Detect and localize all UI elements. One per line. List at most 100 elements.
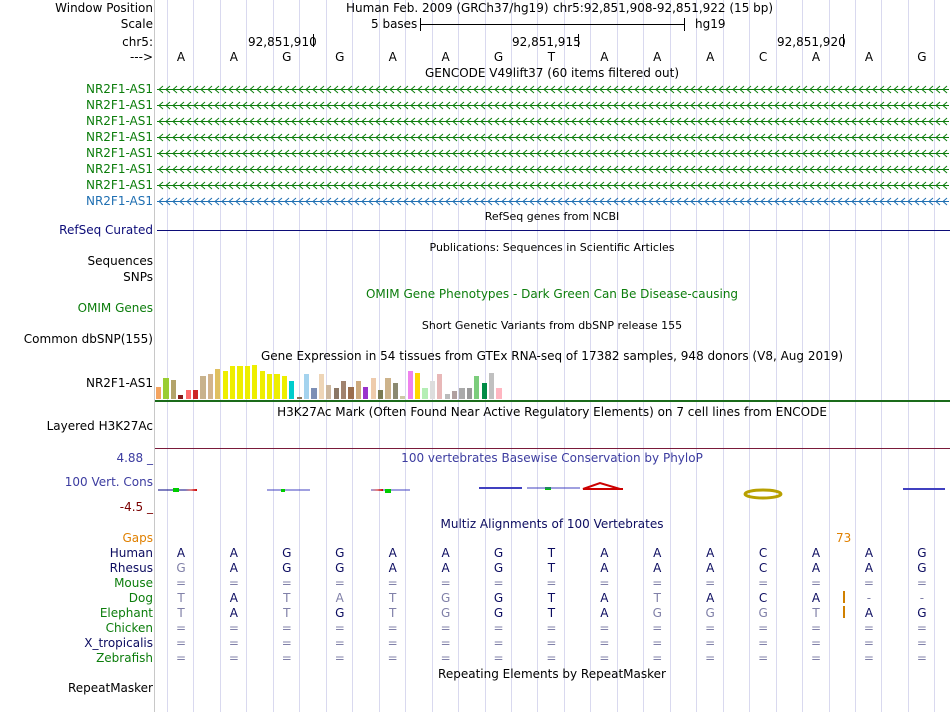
gtex-tissue-bar[interactable] <box>489 373 495 399</box>
gencode-transcript[interactable] <box>157 101 949 110</box>
omim-track-title[interactable]: OMIM Gene Phenotypes - Dark Green Can Be… <box>365 287 739 301</box>
refseq-gene-line[interactable] <box>157 230 950 231</box>
gtex-tissue-bar[interactable] <box>222 371 228 399</box>
repeatmasker-track-label[interactable]: RepeatMasker <box>67 681 153 695</box>
gtex-tissue-bar[interactable] <box>193 390 199 399</box>
gtex-tissue-bar[interactable] <box>237 366 243 399</box>
gtex-tissue-bar[interactable] <box>348 387 354 399</box>
h3k27ac-track-title[interactable]: H3K27Ac Mark (Often Found Near Active Re… <box>277 405 827 419</box>
species-label[interactable]: Rhesus <box>109 561 153 575</box>
gencode-gene-label[interactable]: NR2F1-AS1 <box>85 162 153 176</box>
repeatmasker-track-title[interactable]: Repeating Elements by RepeatMasker <box>438 667 666 681</box>
gencode-gene-label[interactable]: NR2F1-AS1 <box>85 178 153 192</box>
gtex-tissue-bar[interactable] <box>178 395 184 399</box>
gtex-tissue-bar[interactable] <box>326 385 332 399</box>
gtex-tissue-bar[interactable] <box>274 374 280 399</box>
gencode-transcript[interactable] <box>157 133 949 142</box>
gencode-transcript[interactable] <box>157 197 949 206</box>
gtex-tissue-bar[interactable] <box>156 387 162 399</box>
gtex-tissue-bar[interactable] <box>163 378 169 399</box>
publications-track-title[interactable]: Publications: Sequences in Scientific Ar… <box>429 241 675 254</box>
species-label[interactable]: Chicken <box>105 621 153 635</box>
gtex-tissue-bar[interactable] <box>318 374 324 399</box>
species-label[interactable]: Zebrafish <box>96 651 153 665</box>
gtex-tissue-bar[interactable] <box>437 374 443 399</box>
gtex-tissue-bar[interactable] <box>444 394 450 399</box>
chevron-left-icon <box>620 117 626 126</box>
chevron-left-icon <box>718 85 724 94</box>
gtex-tissue-bar[interactable] <box>244 366 250 399</box>
gencode-transcript[interactable] <box>157 165 949 174</box>
phylop-track-label[interactable]: 100 Vert. Cons <box>64 475 153 489</box>
dbsnp-track-label[interactable]: Common dbSNP(155) <box>23 332 153 346</box>
species-label[interactable]: X_tropicalis <box>84 636 153 650</box>
gtex-tissue-bar[interactable] <box>378 390 384 399</box>
gencode-transcript[interactable] <box>157 117 949 126</box>
publications-label-snps[interactable]: SNPs <box>123 270 153 284</box>
gtex-tissue-bar[interactable] <box>252 365 258 399</box>
gencode-gene-label[interactable]: NR2F1-AS1 <box>85 130 153 144</box>
gtex-tissue-bar[interactable] <box>289 381 295 399</box>
gtex-tissue-bar[interactable] <box>407 371 413 399</box>
gtex-tissue-bar[interactable] <box>311 388 317 399</box>
gtex-tissue-bar[interactable] <box>422 388 428 399</box>
species-label[interactable]: Human <box>109 546 153 560</box>
alignment-base: T <box>283 591 291 605</box>
phylop-signal[interactable] <box>155 478 950 502</box>
gtex-tissue-bar[interactable] <box>466 388 472 399</box>
gtex-tissue-bar[interactable] <box>370 378 376 399</box>
gtex-tissue-bar[interactable] <box>267 374 273 399</box>
gtex-tissue-bar[interactable] <box>259 371 265 399</box>
gtex-tissue-bar[interactable] <box>429 381 435 399</box>
gtex-tissue-bar[interactable] <box>459 388 465 399</box>
gtex-tissue-bar[interactable] <box>363 387 369 399</box>
gtex-tissue-bar[interactable] <box>296 397 302 399</box>
refseq-track-label[interactable]: RefSeq Curated <box>59 223 153 237</box>
gtex-track-label[interactable]: NR2F1-AS1 <box>85 376 153 390</box>
dbsnp-track-title[interactable]: Short Genetic Variants from dbSNP releas… <box>421 319 683 332</box>
gtex-track-title[interactable]: Gene Expression in 54 tissues from GTEx … <box>260 349 844 363</box>
gtex-tissue-bar[interactable] <box>304 374 310 399</box>
gtex-tissue-bar[interactable] <box>415 373 421 399</box>
species-label[interactable]: Dog <box>128 591 153 605</box>
gtex-tissue-bar[interactable] <box>385 378 391 399</box>
species-label[interactable]: Elephant <box>99 606 153 620</box>
gencode-transcript[interactable] <box>157 85 949 94</box>
gencode-transcript[interactable] <box>157 181 949 190</box>
species-label[interactable]: Mouse <box>114 576 153 590</box>
gtex-tissue-bar[interactable] <box>481 383 487 399</box>
gtex-tissue-bar[interactable] <box>392 383 398 399</box>
gtex-tissue-bar[interactable] <box>207 374 213 399</box>
gtex-bar-chart[interactable] <box>156 364 536 399</box>
gtex-tissue-bar[interactable] <box>200 376 206 399</box>
omim-track-label[interactable]: OMIM Genes <box>77 301 153 315</box>
gencode-gene-label[interactable]: NR2F1-AS1 <box>85 194 153 208</box>
gtex-tissue-bar[interactable] <box>215 369 221 399</box>
gtex-tissue-bar[interactable] <box>230 366 236 399</box>
publications-label-sequences[interactable]: Sequences <box>87 254 153 268</box>
chevron-left-icon <box>473 133 479 142</box>
gtex-tissue-bar[interactable] <box>400 396 406 399</box>
gencode-gene-label[interactable]: NR2F1-AS1 <box>85 146 153 160</box>
gtex-tissue-bar[interactable] <box>452 391 458 399</box>
gtex-tissue-bar[interactable] <box>333 388 339 399</box>
gtex-tissue-bar[interactable] <box>170 380 176 399</box>
h3k27ac-track-label[interactable]: Layered H3K27Ac <box>46 419 153 433</box>
gencode-gene-label[interactable]: NR2F1-AS1 <box>85 114 153 128</box>
gtex-tissue-bar[interactable] <box>341 381 347 399</box>
gencode-gene-label[interactable]: NR2F1-AS1 <box>85 82 153 96</box>
phylop-track-title[interactable]: 100 vertebrates Basewise Conservation by… <box>401 451 703 465</box>
gencode-gene-label[interactable]: NR2F1-AS1 <box>85 98 153 112</box>
gtex-tissue-bar[interactable] <box>496 388 502 399</box>
gencode-transcript[interactable] <box>157 149 949 158</box>
gencode-track-title[interactable]: GENCODE V49lift37 (60 items filtered out… <box>424 66 680 80</box>
refseq-track-title[interactable]: RefSeq genes from NCBI <box>484 210 620 223</box>
gtex-tissue-bar[interactable] <box>355 381 361 399</box>
gtex-tissue-bar[interactable] <box>474 376 480 399</box>
chevron-left-icon <box>781 133 787 142</box>
gtex-tissue-bar[interactable] <box>185 390 191 399</box>
chevron-left-icon <box>907 101 913 110</box>
multiz-track-title[interactable]: Multiz Alignments of 100 Vertebrates <box>440 517 664 531</box>
gtex-tissue-bar[interactable] <box>281 376 287 399</box>
